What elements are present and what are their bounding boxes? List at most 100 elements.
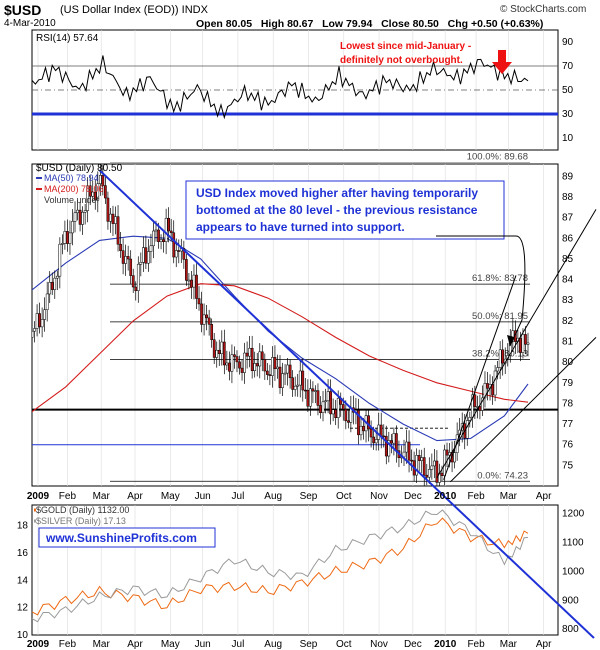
candle-body (58, 243, 62, 277)
x-axis-tick-label: Jun (195, 639, 211, 650)
candle-body (185, 259, 188, 281)
rsi-line (31, 55, 529, 120)
candle-body (336, 398, 340, 418)
rsi-tick-label: 90 (562, 37, 574, 48)
candle-body (109, 213, 112, 222)
candle-body (511, 330, 515, 342)
candle-body (296, 384, 300, 387)
watermark-box (38, 527, 216, 548)
candle-body (392, 433, 396, 444)
candle-body (430, 465, 434, 470)
candle-body (93, 191, 97, 201)
candle-body (212, 339, 216, 358)
metals-panel (31, 504, 559, 636)
x-axis-tick-label: Aug (264, 639, 282, 650)
chart-symbol: $USD (4, 2, 42, 18)
candle-body (374, 439, 378, 444)
ohlc-readout: Open 80.05 High 80.67 Low 79.94 Close 80… (196, 18, 544, 30)
x-axis-tick-label: 2009 (27, 639, 50, 650)
candle-body (268, 374, 272, 376)
candle-body (382, 435, 386, 438)
candle-body (273, 357, 277, 370)
candle-body (98, 175, 102, 184)
candle-body (311, 388, 315, 392)
candle-body (519, 337, 522, 353)
x-axis-tick-label: Feb (467, 491, 485, 502)
x-axis-tick-label: Nov (370, 491, 388, 502)
x-axis-tick-label: Mar (93, 491, 111, 502)
silver-legend: $SILVER (Daily) 17.13 (36, 516, 126, 526)
candle-body (306, 390, 310, 407)
candle-body (407, 441, 411, 461)
candle-body (389, 440, 393, 444)
candle-body (32, 330, 34, 338)
candle-body (243, 352, 246, 373)
candle-body (425, 474, 429, 478)
candle-body (210, 324, 214, 340)
x-axis-tick-label: Oct (336, 491, 352, 502)
candle-body (303, 389, 307, 392)
x-axis-tick-label: Dec (404, 491, 422, 502)
candle-body (240, 367, 244, 373)
candle-body (334, 409, 338, 418)
price-annotation-box (185, 180, 505, 240)
candle-body (369, 428, 373, 438)
x-axis-tick-label: Feb (59, 491, 77, 502)
candle-body (473, 394, 477, 407)
candle-body (38, 313, 41, 328)
candle-body (233, 354, 236, 357)
candle-body (344, 408, 348, 422)
candle-body (316, 390, 320, 406)
candle-body (55, 275, 59, 279)
price-tick-label: 85 (562, 254, 574, 265)
candle-body (88, 185, 92, 197)
sunshine-profits-watermark: www.SunshineProfits.com (45, 531, 197, 545)
candle-body (104, 185, 107, 199)
price-tick-label: 84 (562, 275, 574, 286)
candle-body (152, 230, 155, 247)
candle-body (486, 383, 489, 389)
candle-body (78, 209, 82, 225)
candle-body (53, 277, 57, 290)
candle-body (106, 197, 110, 222)
candle-body (387, 440, 391, 457)
down-arrow-icon (492, 50, 512, 74)
price-legend-ma50: MA(50) 78.94 (44, 173, 99, 183)
trend-lines (98, 169, 597, 639)
price-legend-ma200: MA(200) 78.06 (44, 184, 104, 194)
candle-body (248, 347, 251, 357)
candle-body (169, 230, 173, 233)
candle-body (144, 247, 148, 264)
candle-body (283, 372, 287, 375)
x-axis-tick-label: Mar (500, 639, 518, 650)
price-annotation-line-3: appears to have turned into support. (196, 220, 405, 234)
candle-body (468, 417, 472, 421)
x-axis-tick-label: 2009 (27, 491, 50, 502)
candle-body (182, 248, 186, 260)
price-annotation-line-2: bottomed at the 80 level - the previous … (196, 203, 478, 217)
candle-body (141, 247, 145, 263)
candle-body (501, 349, 505, 364)
candle-body (298, 370, 302, 386)
gold-tick-label: 1100 (562, 538, 584, 549)
candle-body (271, 357, 274, 376)
candle-body (43, 309, 47, 320)
candle-body (124, 256, 127, 264)
price-tick-label: 82 (562, 316, 574, 327)
candle-body (35, 313, 39, 329)
x-axis-tick-label: Sep (300, 639, 318, 650)
x-axis-tick-label: Sep (300, 491, 318, 502)
candle-body (66, 231, 69, 244)
candle-body (524, 334, 527, 345)
candle-body (136, 263, 140, 291)
price-tick-label: 75 (562, 460, 574, 471)
gold-legend: $GOLD (Daily) 1132.00 (36, 505, 129, 515)
price-tick-label: 78 (562, 398, 574, 409)
candle-body (253, 363, 257, 371)
x-axis-tick-label: Jul (232, 639, 245, 650)
candle-body (314, 390, 317, 392)
candle-body (291, 377, 295, 390)
candle-body (45, 293, 49, 310)
candle-body (197, 298, 201, 305)
candle-body (190, 279, 193, 288)
